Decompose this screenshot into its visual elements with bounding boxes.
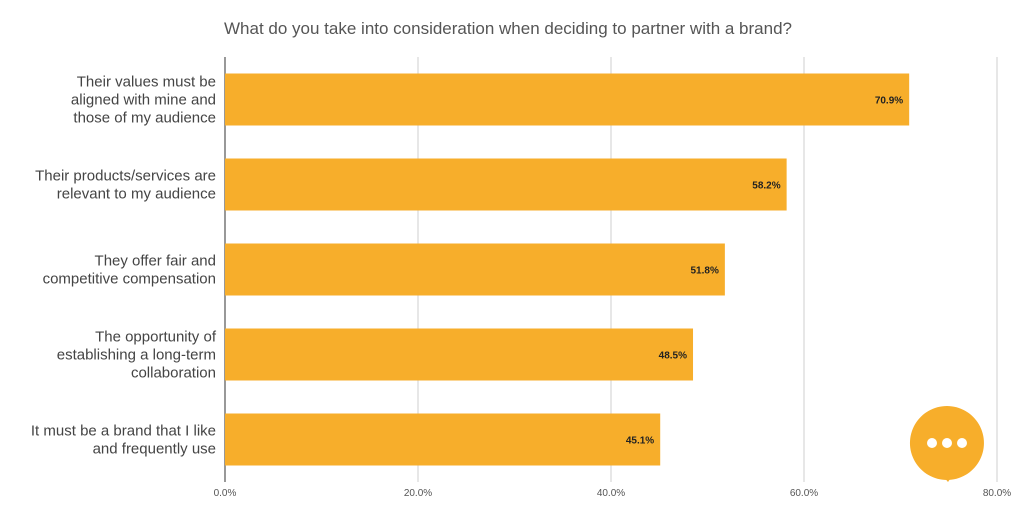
x-tick-label: 80.0%: [983, 488, 1011, 499]
data-label: 48.5%: [659, 351, 687, 362]
category-label-line: The opportunity of: [95, 329, 217, 346]
category-label: The opportunity of establishing a long-te…: [57, 329, 217, 382]
data-label: 51.8%: [691, 266, 719, 277]
data-label: 70.9%: [875, 96, 903, 107]
bar: [225, 328, 694, 381]
x-axis-ticks: 0.0% 20.0% 40.0% 60.0% 80.0%: [214, 488, 1012, 499]
x-tick-label: 0.0%: [214, 488, 237, 499]
data-label: 45.1%: [626, 436, 654, 447]
ellipsis-icon: [927, 438, 967, 448]
chart-title: What do you take into consideration when…: [224, 19, 792, 38]
category-label-line: Their products/services are: [35, 168, 216, 185]
data-label: 58.2%: [752, 181, 780, 192]
category-label: They offer fair and competitive compensat…: [43, 253, 216, 288]
bar: [225, 158, 787, 211]
category-label-line: competitive compensation: [43, 271, 216, 288]
category-label-line: those of my audience: [73, 110, 216, 127]
category-label: Their values must be aligned with mine an…: [71, 74, 216, 127]
bar: [225, 413, 661, 466]
category-label-line: They offer fair and: [95, 253, 216, 270]
category-label-line: relevant to my audience: [57, 186, 216, 203]
x-tick-label: 40.0%: [597, 488, 625, 499]
bars: 70.9% 58.2% 51.8% 48.5% 45.1%: [225, 73, 910, 466]
category-label-line: and frequently use: [93, 441, 216, 458]
category-label: It must be a brand that I like and freque…: [31, 423, 216, 458]
x-tick-label: 60.0%: [790, 488, 818, 499]
category-label-line: establishing a long-term: [57, 347, 216, 364]
chat-button[interactable]: [908, 404, 986, 482]
chat-bubble-tail: [938, 470, 956, 482]
category-label: Their products/services are relevant to m…: [35, 168, 216, 203]
category-labels: Their values must be aligned with mine an…: [31, 74, 217, 458]
category-label-line: aligned with mine and: [71, 92, 216, 109]
category-label-line: It must be a brand that I like: [31, 423, 216, 440]
x-tick-label: 20.0%: [404, 488, 432, 499]
bar: [225, 73, 910, 126]
bar: [225, 243, 725, 296]
category-label-line: collaboration: [131, 365, 216, 382]
category-label-line: Their values must be: [77, 74, 216, 91]
